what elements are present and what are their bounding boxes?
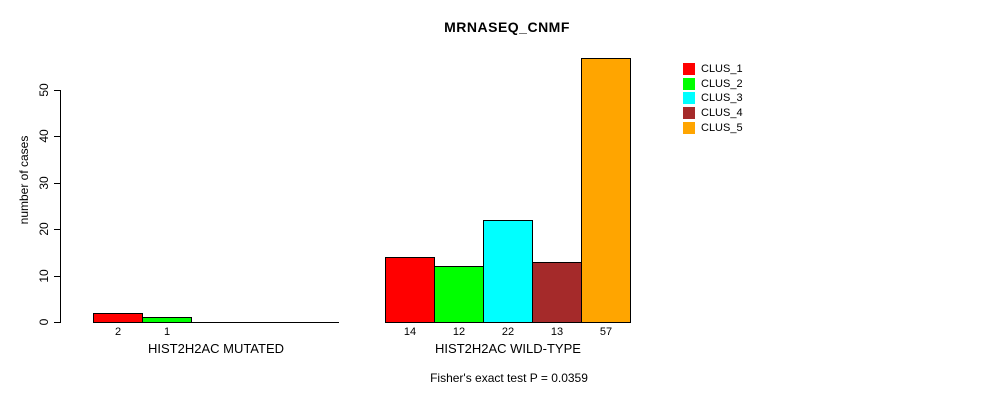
legend-swatch-clus_5 — [683, 121, 695, 134]
group-baseline — [385, 322, 631, 323]
y-tick-mark — [54, 275, 60, 277]
y-tick-label: 30 — [37, 176, 51, 190]
bar-value-label: 22 — [501, 326, 515, 338]
chart-title: MRNASEQ_CNMF — [444, 19, 570, 35]
legend-swatch-clus_2 — [683, 77, 695, 90]
legend-swatch-clus_1 — [683, 63, 695, 76]
bar-value-label: 14 — [403, 326, 417, 338]
legend-row: CLUS_4 — [683, 106, 743, 121]
y-tick-mark — [54, 90, 60, 91]
y-tick-mark — [54, 136, 60, 138]
legend-label: CLUS_3 — [701, 92, 743, 105]
bar-value-label: 2 — [114, 326, 122, 338]
legend-label: CLUS_4 — [701, 107, 743, 120]
bar-value-label: 13 — [550, 326, 564, 338]
y-tick-label: 0 — [37, 318, 51, 326]
y-axis-line — [60, 90, 61, 323]
y-tick-label: 20 — [37, 222, 51, 236]
y-tick-label: 40 — [37, 129, 51, 144]
legend-row: CLUS_5 — [683, 120, 743, 135]
footnote-text: Fisher's exact test P = 0.0359 — [430, 371, 588, 385]
y-tick-mark — [54, 229, 60, 231]
y-tick-label: 50 — [37, 83, 51, 97]
legend-label: CLUS_2 — [701, 77, 743, 90]
legend: CLUS_1 CLUS_2 CLUS_3 CLUS_4 CLUS_5 — [683, 62, 743, 135]
y-tick-label: 10 — [37, 268, 51, 283]
bar-clus_2 — [434, 266, 484, 323]
bar-value-label: 1 — [163, 326, 171, 338]
group-label: HIST2H2AC WILD-TYPE — [435, 341, 581, 356]
legend-row: CLUS_3 — [683, 91, 743, 106]
y-tick-mark — [54, 182, 60, 184]
y-tick-mark — [54, 322, 60, 323]
legend-swatch-clus_4 — [683, 107, 695, 120]
bar-clus_4 — [532, 262, 582, 323]
bar-clus_1 — [385, 257, 435, 323]
bar-value-label: 12 — [452, 326, 466, 338]
group-label: HIST2H2AC MUTATED — [147, 341, 285, 356]
bar-clus_5 — [581, 58, 631, 323]
legend-label: CLUS_1 — [701, 63, 743, 76]
bar-clus_3 — [483, 220, 533, 323]
legend-row: CLUS_1 — [683, 62, 743, 77]
legend-row: CLUS_2 — [683, 77, 743, 92]
bar-value-label: 57 — [599, 326, 613, 338]
y-axis-label: number of cases — [17, 135, 31, 225]
group-baseline — [93, 322, 339, 323]
legend-swatch-clus_3 — [683, 92, 695, 105]
legend-label: CLUS_5 — [701, 121, 743, 134]
